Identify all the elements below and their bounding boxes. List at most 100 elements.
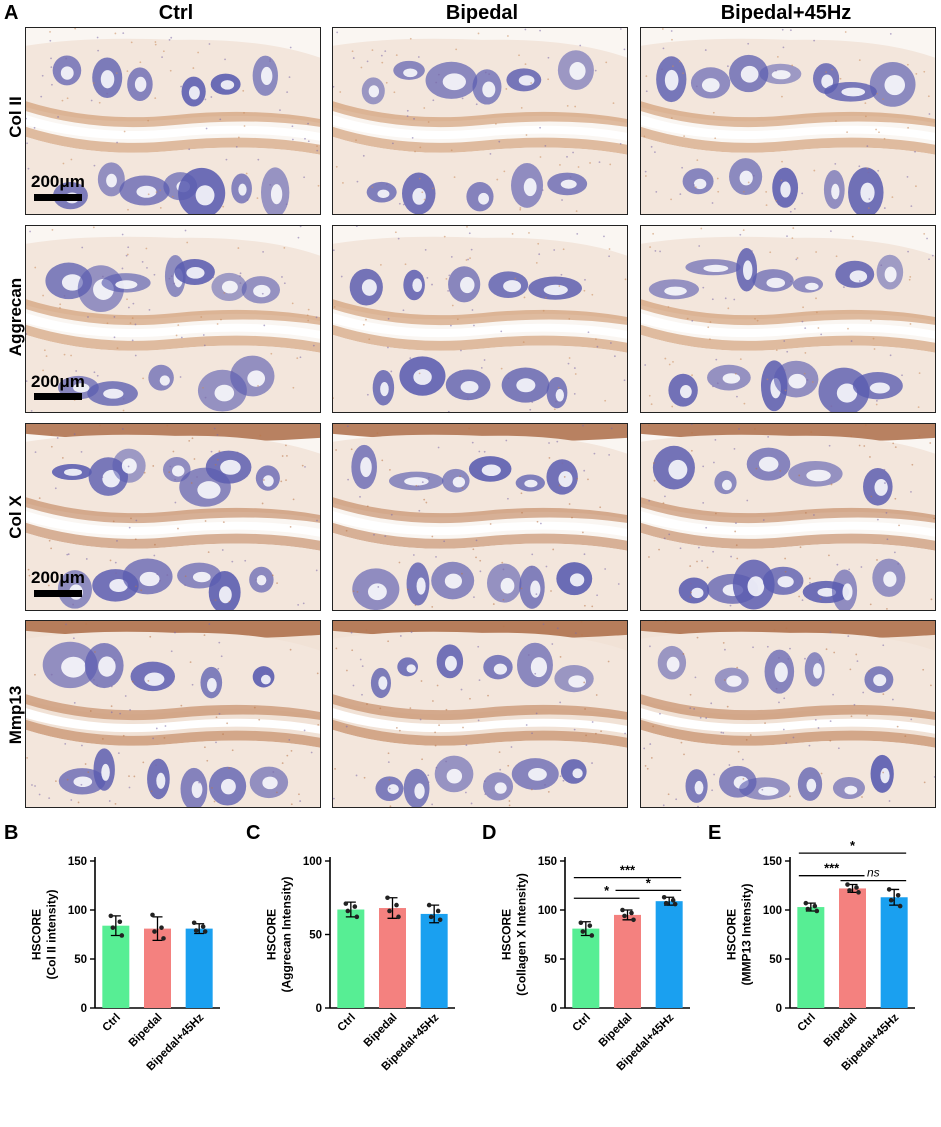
data-point [895, 893, 901, 898]
data-point [587, 923, 593, 928]
data-point [580, 929, 586, 934]
y-tick-label: 100 [538, 905, 557, 917]
scale-bar-label-row3: 200μm [31, 568, 85, 587]
data-point [589, 933, 595, 938]
data-point [814, 908, 820, 914]
bar-bipedal-45hz [420, 913, 448, 1008]
data-point [670, 897, 676, 903]
histology-image-col-x-bipedal [332, 423, 628, 611]
x-tick-label: Ctrl [795, 1012, 817, 1034]
data-point [629, 910, 634, 916]
data-point [897, 903, 903, 909]
x-tick-label: Bipedal [127, 1012, 165, 1050]
data-point [108, 913, 114, 919]
histology-image-col-ii-ctrl [25, 27, 321, 215]
y-tick-label: 150 [538, 856, 557, 868]
data-point [886, 887, 892, 892]
y-axis-label-line-1: HSCORE [725, 909, 739, 960]
y-tick-label: 0 [316, 1003, 322, 1015]
row-label-col-x: Col X [6, 495, 25, 539]
bar-bipedal-45hz [655, 901, 683, 1008]
bar-ctrl [797, 907, 825, 1008]
y-axis-label-line-2: (Collagen X Intensity) [515, 873, 529, 996]
scale-bar-label-row2: 200μm [31, 372, 85, 391]
x-tick-label: Ctrl [100, 1012, 122, 1034]
data-point [354, 914, 360, 920]
chart-b: HSCORE (Col II intensity) 0 50 100 150 Ctrl Bip… [20, 835, 245, 1122]
data-point [161, 936, 166, 941]
data-point [200, 924, 206, 929]
y-axis-label-line-2: (MMP13 Intensity) [740, 883, 754, 985]
scale-bar-row1 [34, 194, 82, 201]
row-label-col-ii: Col II [6, 96, 25, 138]
data-point [847, 888, 852, 893]
scale-bar-label-row1: 200μm [31, 172, 85, 191]
data-point [631, 917, 636, 923]
data-point [193, 928, 199, 933]
y-tick-label: 0 [776, 1003, 782, 1015]
histology-image-mmp13-ctrl [25, 620, 321, 808]
x-tick-label: Ctrl [570, 1012, 592, 1034]
data-point [435, 908, 441, 914]
data-point [426, 902, 432, 908]
row-label-mmp13: Mmp13 [6, 685, 25, 745]
chart-svg-d: HSCORE (Collagen X Intensity) 0 50 100 150 Ctr… [500, 856, 690, 1073]
y-tick-label: 50 [769, 954, 782, 966]
data-point [578, 920, 584, 926]
panel-letter-a: A [4, 2, 19, 24]
significance-label: * [604, 883, 610, 898]
chart-svg-c: HSCORE (Aggrecan Intensity) 0 50 100 Ctrl Bipe… [265, 856, 455, 1073]
chart-d: HSCORE (Collagen X Intensity) 0 50 100 150 Ctr… [490, 835, 715, 1122]
bar-ctrl [102, 925, 130, 1008]
y-tick-label: 150 [68, 856, 87, 868]
data-point [385, 895, 390, 901]
x-tick-label: Bipedal [597, 1012, 635, 1050]
bar-ctrl [337, 909, 365, 1008]
data-point [396, 914, 401, 920]
y-axis-label-line-2: (Aggrecan Intensity) [280, 876, 294, 992]
column-header-bipedal45: Bipedal+45Hz [720, 2, 852, 24]
significance-label: *** [620, 863, 636, 878]
data-point [672, 901, 678, 907]
data-point [888, 897, 894, 903]
data-point [856, 890, 861, 895]
chart-e: HSCORE (MMP13 Intensity) 0 50 100 150 Ctrl Bipe… [715, 835, 940, 1122]
x-tick-label: Bipedal [362, 1012, 400, 1050]
data-point [394, 902, 399, 908]
significance-label: *** [824, 861, 840, 876]
data-point [663, 900, 669, 906]
data-point [352, 904, 358, 909]
data-point [191, 920, 197, 926]
histology-image-aggrecan-bipedal45 [640, 225, 936, 413]
y-tick-label: 100 [303, 856, 322, 868]
bar-bipedal-45hz [880, 897, 908, 1008]
bar-ctrl [572, 928, 600, 1008]
data-point [854, 885, 859, 890]
data-point [661, 894, 667, 900]
y-tick-label: 150 [763, 856, 782, 868]
data-point [343, 901, 349, 906]
histology-image-col-ii-bipedal [332, 27, 628, 215]
significance-label: ns [867, 866, 880, 880]
data-point [437, 917, 443, 923]
histology-image-col-x-bipedal45 [640, 423, 936, 611]
histology-image-mmp13-bipedal [332, 620, 628, 808]
y-tick-label: 100 [68, 905, 87, 917]
column-header-bipedal: Bipedal [445, 2, 519, 24]
x-tick-label: Bipedal [822, 1012, 860, 1050]
data-point [110, 925, 116, 930]
bar-bipedal [379, 908, 406, 1008]
y-tick-label: 100 [763, 905, 782, 917]
row-label-aggrecan: Aggrecan [6, 277, 25, 357]
data-point [150, 912, 155, 918]
panel-letter-c: C [246, 822, 261, 844]
chart-svg-e: HSCORE (MMP13 Intensity) 0 50 100 150 Ctrl Bipe… [725, 838, 915, 1073]
significance-label: * [646, 875, 652, 890]
data-point [812, 903, 818, 909]
scale-bar-row2 [34, 393, 82, 400]
histology-image-col-x-ctrl [25, 423, 321, 611]
panel-letter-b: B [4, 822, 19, 844]
bar-bipedal [839, 888, 866, 1008]
data-point [805, 906, 811, 912]
y-tick-label: 50 [74, 954, 87, 966]
